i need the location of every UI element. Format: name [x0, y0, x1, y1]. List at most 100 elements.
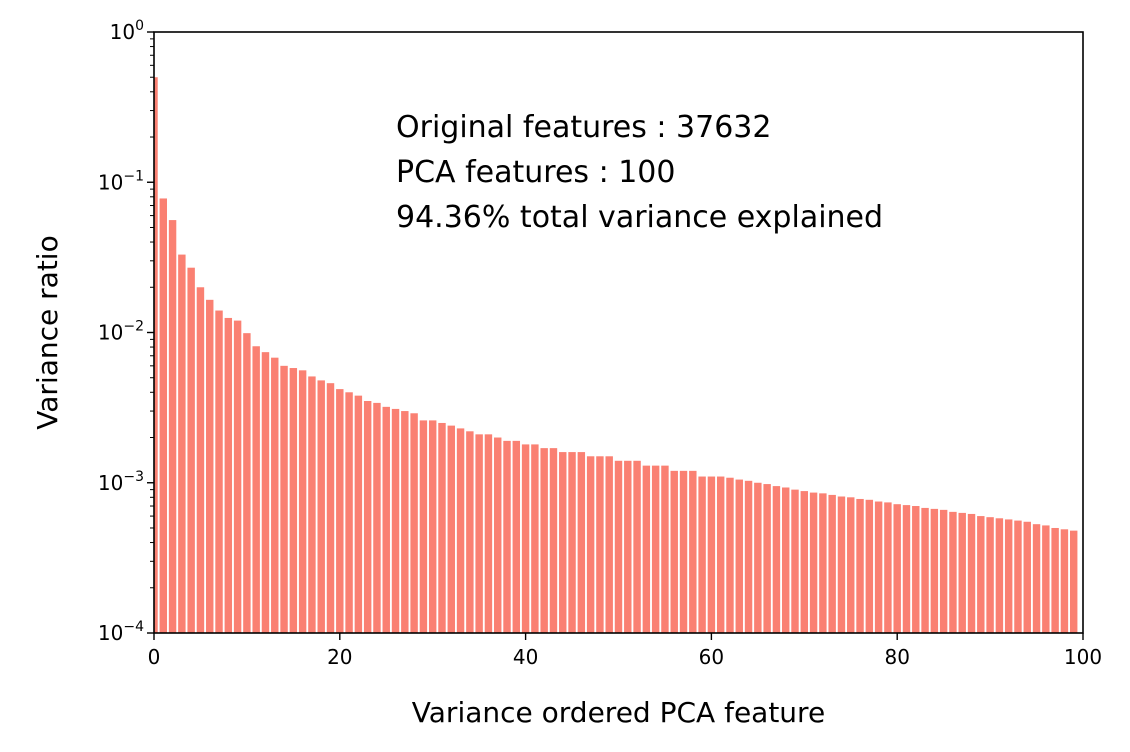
x-tick-label: 20	[327, 645, 352, 669]
x-tick-label: 100	[1064, 645, 1102, 669]
bar	[447, 425, 455, 633]
bar	[939, 509, 948, 633]
bar	[531, 444, 539, 633]
bar	[494, 437, 502, 633]
bar	[382, 406, 390, 633]
annotation-text: Original features : 37632 PCA features :…	[396, 110, 883, 235]
bar	[549, 448, 558, 633]
bar	[512, 440, 521, 633]
bar	[577, 452, 586, 633]
bar	[772, 486, 781, 633]
bar	[633, 460, 641, 633]
bar	[884, 502, 892, 633]
bar	[410, 413, 418, 633]
bar	[196, 287, 205, 633]
annotation-line-original-features: Original features : 37632	[396, 110, 771, 145]
bar	[243, 333, 251, 633]
bar	[986, 517, 994, 633]
bar	[345, 392, 353, 633]
bar	[689, 470, 697, 633]
bar	[596, 456, 604, 633]
bar	[456, 428, 465, 633]
bar	[661, 465, 669, 633]
bar	[466, 431, 474, 633]
y-tick-label: 10−3	[98, 469, 144, 495]
bar	[484, 434, 493, 633]
bar	[391, 408, 400, 633]
bar	[791, 489, 799, 633]
bar	[874, 501, 883, 633]
y-tick-label: 10−1	[98, 168, 144, 194]
y-tick-label: 100	[110, 18, 144, 44]
bar	[847, 497, 855, 633]
bar	[317, 380, 325, 633]
bar	[902, 505, 911, 633]
bar	[521, 444, 530, 633]
bar	[363, 401, 372, 633]
y-axis: 100 10−1 10−2 10−3 10−4	[98, 18, 154, 645]
bar	[921, 507, 929, 633]
bar-series	[154, 77, 1078, 634]
bar	[624, 460, 632, 633]
bar	[800, 491, 809, 633]
bar	[614, 460, 623, 633]
bar	[735, 479, 743, 633]
bar	[559, 452, 567, 633]
x-tick-label: 60	[699, 645, 724, 669]
bar	[828, 494, 836, 633]
bar	[670, 470, 678, 633]
bar	[438, 422, 446, 633]
bar	[154, 77, 158, 634]
bar	[187, 267, 195, 633]
bar	[326, 383, 335, 633]
bar	[809, 492, 818, 633]
bar	[1023, 521, 1031, 633]
bar	[354, 395, 363, 633]
bar	[1032, 524, 1041, 633]
bar	[586, 456, 595, 633]
bar	[967, 513, 976, 633]
bar	[1060, 529, 1069, 633]
bar	[475, 434, 483, 633]
bar	[1042, 525, 1050, 633]
bar	[837, 496, 846, 633]
annotation-line-pca-features: PCA features : 100	[396, 155, 675, 190]
bar	[1004, 519, 1013, 633]
bar	[977, 516, 985, 633]
bar	[271, 357, 279, 633]
bar	[707, 476, 716, 633]
bar	[261, 352, 270, 633]
bar	[754, 482, 762, 633]
bar	[949, 511, 957, 633]
bar	[233, 320, 242, 633]
bar	[716, 476, 725, 633]
bar	[224, 317, 233, 633]
bar	[419, 420, 428, 633]
bar	[605, 456, 613, 633]
bar	[819, 493, 827, 633]
bar	[178, 254, 186, 633]
bar	[308, 376, 316, 633]
bar	[336, 389, 344, 633]
bar	[373, 402, 381, 633]
x-tick-label: 40	[513, 645, 538, 669]
bar	[1014, 520, 1022, 633]
bar	[698, 476, 706, 633]
bar	[540, 448, 548, 633]
bar	[679, 470, 688, 633]
y-axis-title: Variance ratio	[31, 235, 64, 429]
bar	[568, 452, 576, 633]
bar	[428, 420, 437, 633]
bar	[503, 440, 511, 633]
bar	[744, 480, 753, 633]
bar	[289, 368, 298, 633]
bar	[912, 506, 920, 633]
bar	[865, 499, 874, 633]
bar	[252, 346, 260, 633]
bar	[401, 411, 409, 633]
bar	[958, 512, 966, 633]
bar	[995, 518, 1004, 633]
x-axis: 0 20 40 60 80 100	[148, 633, 1102, 669]
x-tick-label: 0	[148, 645, 161, 669]
